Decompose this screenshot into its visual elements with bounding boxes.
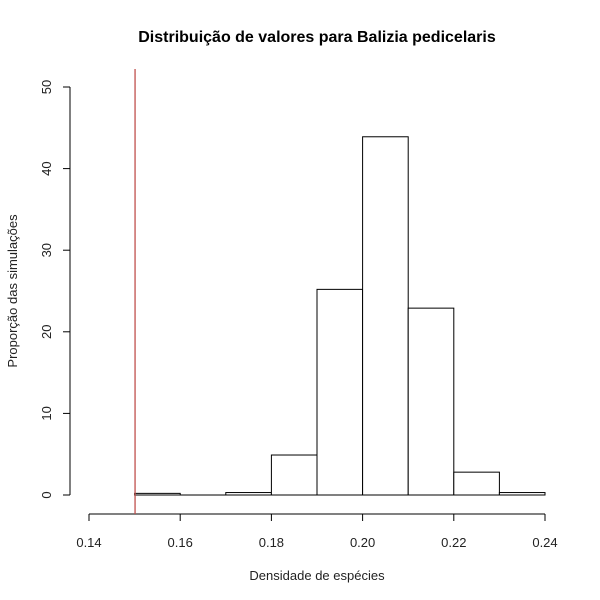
histogram-bar: [362, 136, 409, 496]
y-tick-label: 20: [39, 325, 54, 339]
x-tick-label: 0.16: [168, 535, 193, 550]
histogram-bar: [270, 454, 318, 496]
x-tick-label: 0.18: [259, 535, 284, 550]
y-tick-label: 10: [39, 406, 54, 420]
y-axis-label: Proporção das simulações: [5, 214, 20, 368]
x-axis-label: Densidade de espécies: [249, 568, 385, 583]
x-tick-label: 0.20: [350, 535, 375, 550]
x-tick-label: 0.24: [532, 535, 557, 550]
x-axis: 0.14 0.16 0.18 0.20 0.22 0.24: [76, 513, 558, 550]
y-tick-label: 50: [39, 80, 54, 94]
histogram-bar: [498, 492, 546, 496]
y-tick-label: 0: [39, 491, 54, 498]
chart-title: Distribuição de valores para Balizia ped…: [138, 29, 496, 46]
y-axis: 0 10 20 30 40 50: [39, 80, 71, 499]
x-tick-label: 0.14: [76, 535, 101, 550]
histogram-bars: [134, 136, 546, 496]
x-tick-label: 0.22: [441, 535, 466, 550]
histogram-bar: [225, 492, 272, 496]
y-tick-label: 40: [39, 161, 54, 175]
y-tick-label: 30: [39, 243, 54, 257]
histogram-bar: [407, 307, 455, 496]
histogram-bar: [134, 492, 181, 496]
histogram-bar: [316, 288, 364, 496]
histogram-bar: [453, 471, 500, 496]
